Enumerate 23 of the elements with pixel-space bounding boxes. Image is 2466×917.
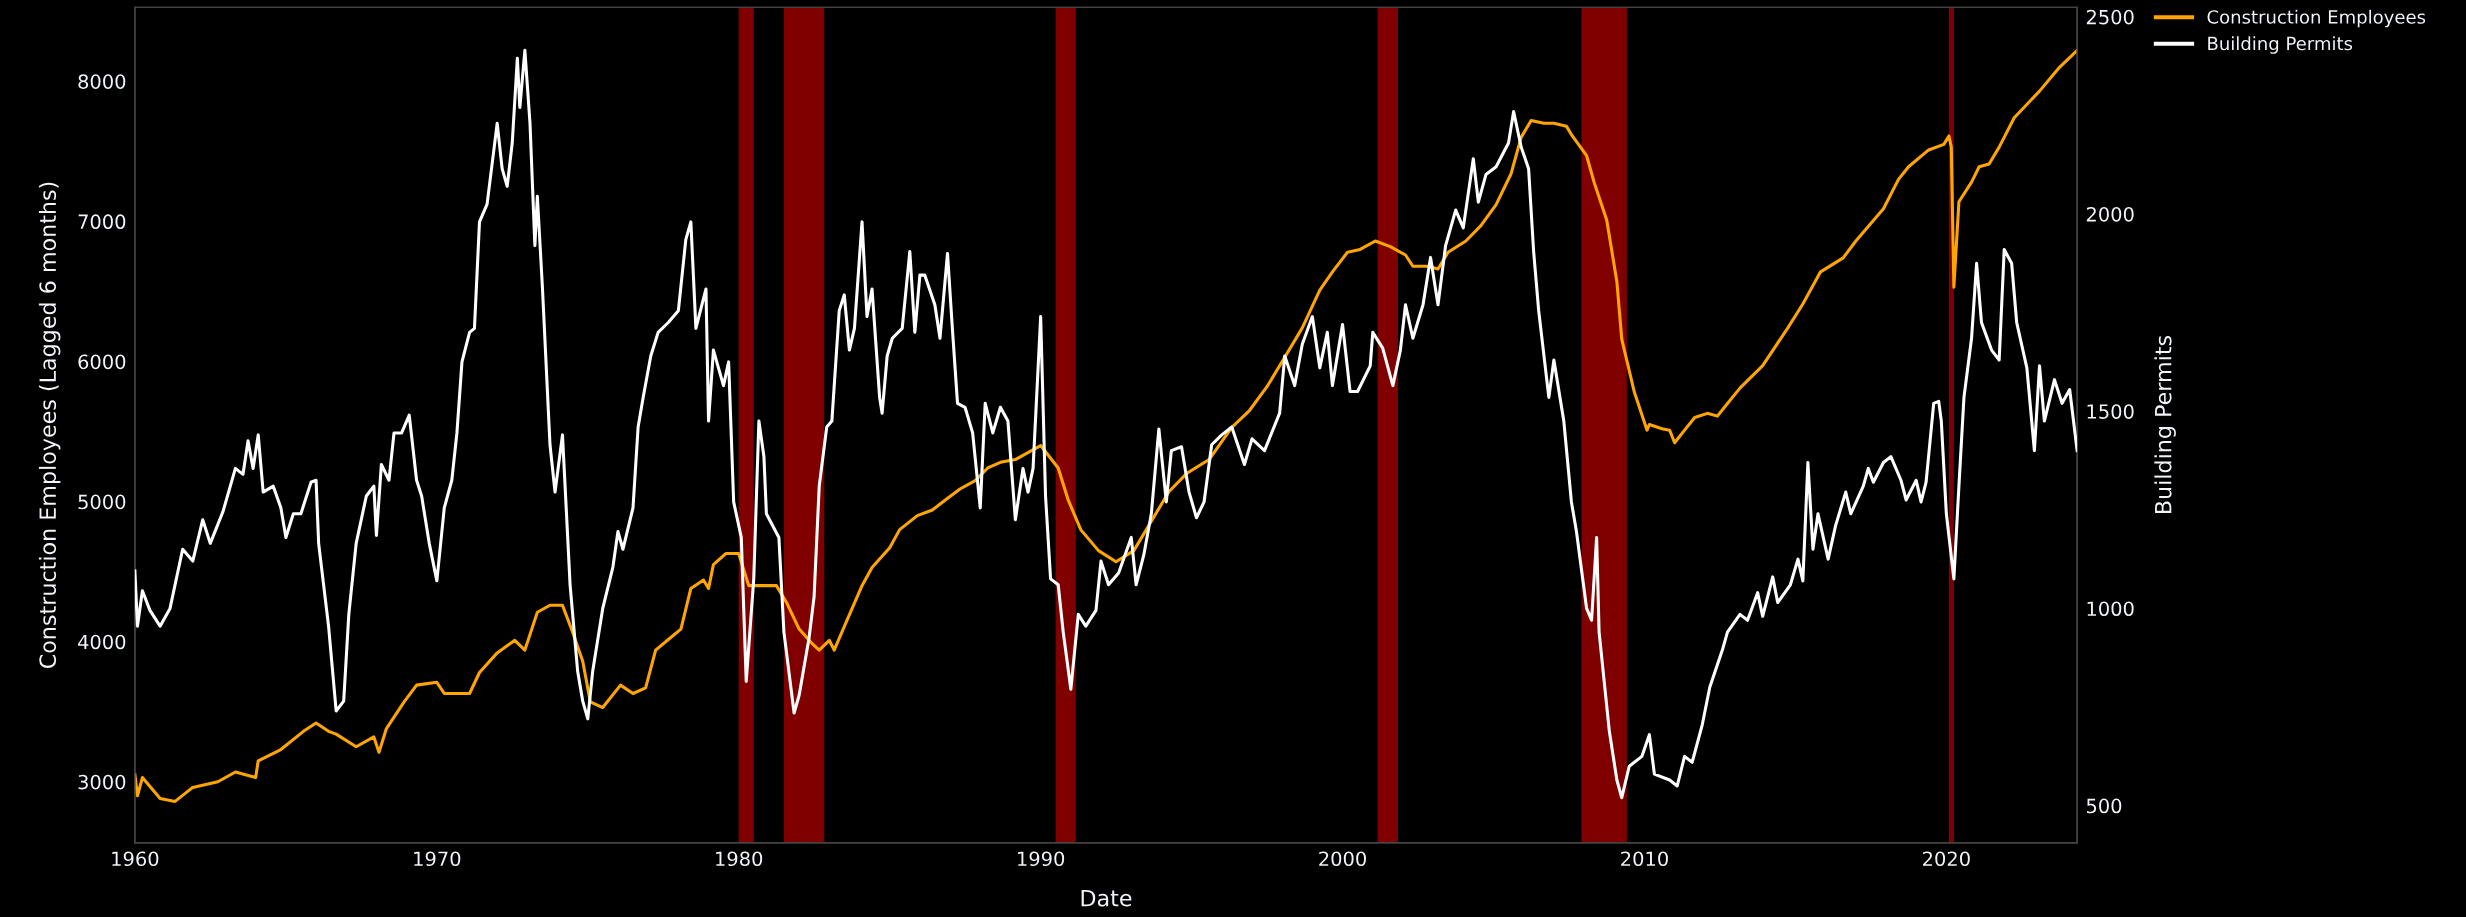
- x-tick-label: 1990: [1018, 851, 1065, 867]
- legend-label: Construction Employees: [2207, 9, 2426, 28]
- y2-tick-label: 1000: [2087, 601, 2134, 617]
- x-tick-label: 2020: [1923, 851, 1970, 867]
- y2-tick-label: 2500: [2086, 9, 2134, 25]
- y-tick-label: 7000: [78, 214, 126, 230]
- y-axis-title: Construction Employees (Lagged 6 months): [38, 182, 61, 669]
- x-tick-label: 2000: [1319, 851, 1366, 867]
- y-tick-label: 8000: [78, 74, 126, 89]
- y2-tick-label: 500: [2086, 798, 2122, 814]
- x-tick-label: 2010: [1621, 851, 1668, 867]
- y-tick-label: 4000: [78, 634, 126, 650]
- y-tick-label: 6000: [78, 354, 126, 370]
- x-tick-label: 1970: [414, 851, 461, 867]
- x-tick-label: 1980: [716, 851, 763, 867]
- x-axis-title: Date: [1081, 890, 1132, 907]
- y2-tick-label: 1500: [2087, 404, 2134, 419]
- y-tick-label: 5000: [78, 494, 126, 510]
- y2-axis-title: Building Permits: [2154, 335, 2176, 514]
- legend-label: Building Permits: [2208, 36, 2353, 54]
- x-tick-label: 1960: [112, 851, 159, 867]
- y-tick-label: 3000: [78, 774, 126, 790]
- y2-tick-label: 2000: [2086, 206, 2134, 222]
